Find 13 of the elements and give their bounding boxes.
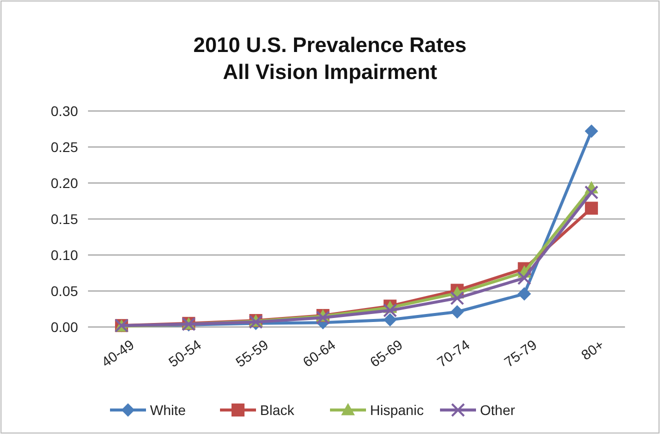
- legend-label: Hispanic: [370, 402, 424, 418]
- legend-label: Other: [480, 402, 516, 418]
- x-tick-label: 80+: [578, 336, 607, 364]
- y-tick-label: 0.05: [50, 282, 78, 299]
- legend-label: White: [150, 402, 186, 418]
- y-tick-label: 0.30: [50, 102, 78, 119]
- y-tick-label: 0.25: [50, 138, 78, 155]
- y-tick-label: 0.15: [50, 210, 78, 227]
- y-tick-label: 0.00: [50, 318, 78, 335]
- chart-title: 2010 U.S. Prevalence Rates All Vision Impairment: [193, 34, 467, 84]
- y-tick-label: 0.20: [50, 174, 78, 191]
- y-tick-label: 0.10: [50, 246, 78, 263]
- legend-label: Black: [260, 402, 296, 418]
